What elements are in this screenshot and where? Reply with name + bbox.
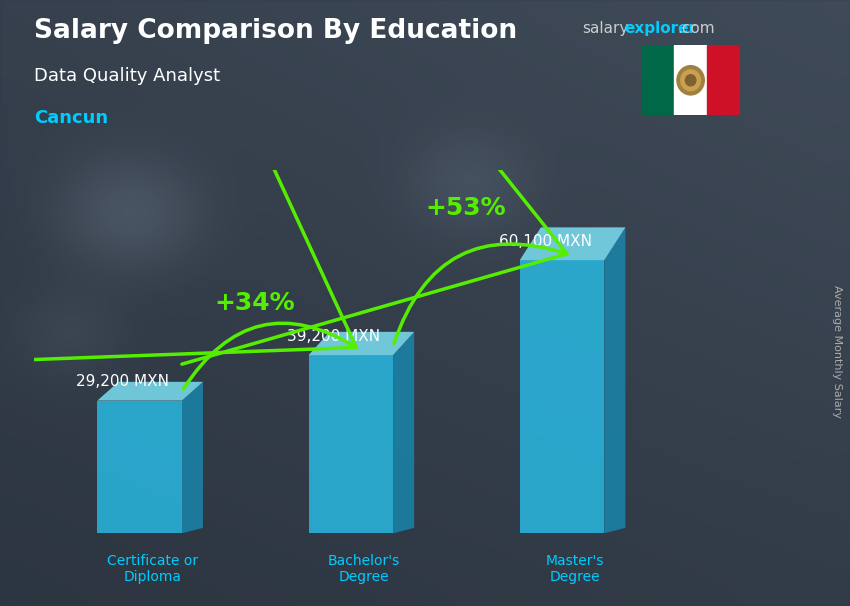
Text: Master's
Degree: Master's Degree xyxy=(546,554,604,584)
FancyArrowPatch shape xyxy=(182,0,567,364)
Text: +53%: +53% xyxy=(426,196,507,220)
Text: 29,200 MXN: 29,200 MXN xyxy=(76,374,169,389)
Circle shape xyxy=(681,70,700,91)
Circle shape xyxy=(685,75,696,86)
Text: +34%: +34% xyxy=(214,291,295,315)
Text: explorer: explorer xyxy=(625,21,697,36)
Text: Salary Comparison By Education: Salary Comparison By Education xyxy=(34,18,517,44)
Bar xyxy=(674,45,707,115)
Polygon shape xyxy=(182,382,203,533)
Polygon shape xyxy=(604,227,626,533)
Text: .com: .com xyxy=(677,21,715,36)
Bar xyxy=(707,45,740,115)
FancyArrowPatch shape xyxy=(0,0,356,389)
Polygon shape xyxy=(98,401,182,533)
Bar xyxy=(642,45,674,115)
Text: 39,200 MXN: 39,200 MXN xyxy=(287,328,381,344)
Polygon shape xyxy=(393,332,414,533)
Text: 60,100 MXN: 60,100 MXN xyxy=(499,234,592,248)
Circle shape xyxy=(677,65,705,95)
Text: Average Monthly Salary: Average Monthly Salary xyxy=(832,285,842,418)
Polygon shape xyxy=(98,382,203,401)
Polygon shape xyxy=(520,227,626,260)
Text: Cancun: Cancun xyxy=(34,109,108,127)
Text: Certificate or
Diploma: Certificate or Diploma xyxy=(107,554,198,584)
Polygon shape xyxy=(520,260,604,533)
Text: Bachelor's
Degree: Bachelor's Degree xyxy=(327,554,400,584)
Polygon shape xyxy=(309,355,393,533)
Polygon shape xyxy=(309,332,414,355)
Text: salary: salary xyxy=(582,21,629,36)
Text: Data Quality Analyst: Data Quality Analyst xyxy=(34,67,220,85)
